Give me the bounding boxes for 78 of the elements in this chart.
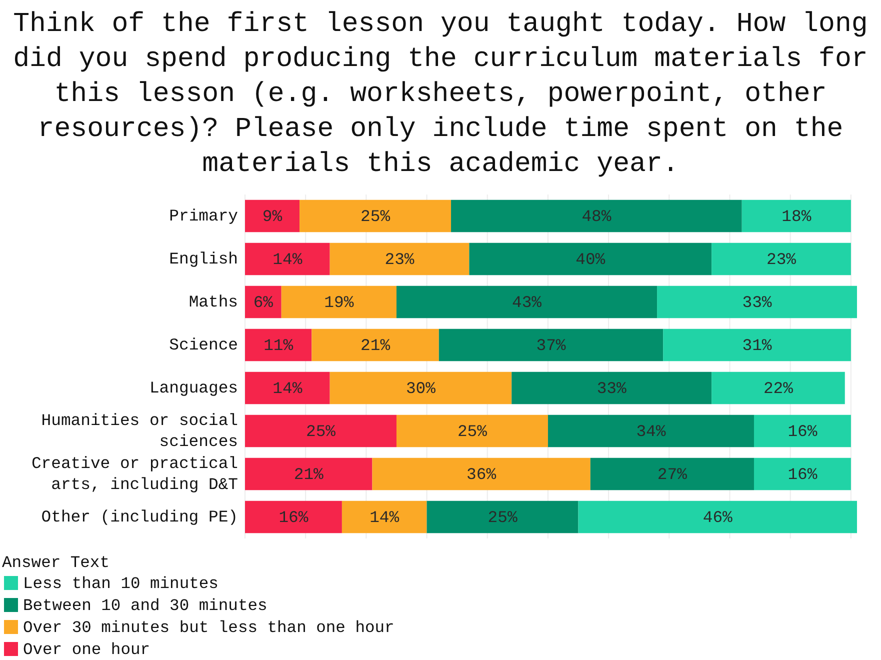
bar: [451, 200, 742, 232]
legend-label: Between 10 and 30 minutes: [23, 596, 268, 614]
data-label: 16%: [788, 422, 818, 440]
y-tick-label: Creative or practical arts, including D&T: [31, 454, 238, 494]
bar: [245, 372, 330, 404]
data-label: 23%: [384, 250, 414, 268]
bar: [590, 458, 754, 490]
data-label: 23%: [766, 250, 796, 268]
legend-label: Over 30 minutes but less than one hour: [23, 618, 394, 636]
bar: [754, 414, 851, 448]
chart-title: Think of the first lesson you taught today. How long did you spend producing the curriculum materials for this lesson (e.g. worksheets, powerpoint, other resources)? Please only include time spent on the materials this academic year.: [13, 8, 868, 180]
data-label: 34%: [636, 422, 666, 440]
data-label: 16%: [278, 508, 308, 526]
data-label: 14%: [272, 250, 302, 268]
legend-title: Answer Text: [2, 552, 110, 572]
bar: [330, 242, 470, 276]
bar: [512, 372, 712, 404]
bar: [578, 500, 857, 534]
bar: [396, 286, 658, 318]
data-label: 21%: [360, 336, 390, 354]
bar: [663, 328, 851, 362]
data-label: 40%: [576, 250, 606, 268]
data-label: 27%: [657, 464, 688, 484]
bar: [426, 500, 578, 534]
bar: [712, 242, 851, 276]
data-label: 46%: [702, 508, 733, 526]
data-label: 25%: [457, 422, 488, 440]
data-label: 21%: [294, 464, 324, 484]
data-label: 14%: [272, 378, 302, 398]
bar: [245, 414, 396, 448]
bar: [245, 328, 312, 362]
bar: [281, 286, 396, 318]
bar: [245, 200, 300, 232]
bar: [245, 500, 342, 534]
data-label: 11%: [264, 336, 294, 354]
y-tick-label: English: [169, 250, 238, 268]
bar: [396, 414, 548, 448]
data-label: 9%: [262, 206, 282, 226]
data-label: 48%: [582, 206, 612, 226]
bar: [469, 242, 712, 276]
legend-label: Over one hour: [23, 640, 150, 658]
y-tick-label: Maths: [188, 292, 238, 312]
data-label: 33%: [742, 292, 772, 312]
y-tick-label: Humanities or social sciences: [41, 411, 238, 451]
y-tick-label: Primary: [169, 206, 238, 226]
bar: [372, 458, 590, 490]
bar: [342, 500, 427, 534]
bar: [754, 458, 851, 490]
data-label: 31%: [742, 336, 772, 354]
y-tick-label: Science: [169, 336, 238, 354]
bar: [657, 286, 857, 318]
y-tick-label: Other (including PE): [41, 508, 238, 526]
data-label: 19%: [324, 292, 354, 312]
data-label: 43%: [512, 292, 542, 312]
data-label: 16%: [788, 464, 818, 484]
bar: [245, 242, 330, 276]
bar: [330, 372, 512, 404]
data-label: 6%: [253, 292, 274, 312]
y-tick-label: Languages: [149, 378, 238, 398]
data-label: 18%: [782, 206, 812, 226]
bar: [742, 200, 851, 232]
bar: [712, 372, 845, 404]
data-label: 30%: [406, 378, 436, 398]
bar: [312, 328, 439, 362]
data-label: 25%: [306, 422, 336, 440]
data-label: 37%: [536, 336, 566, 354]
bar: [438, 328, 664, 362]
bar: [245, 286, 282, 318]
data-label: 25%: [360, 206, 390, 226]
data-label: 22%: [763, 378, 794, 398]
legend-label: Less than 10 minutes: [23, 574, 218, 592]
data-label: 36%: [466, 464, 496, 484]
data-label: 33%: [596, 378, 627, 398]
bar: [300, 200, 452, 232]
bar: [548, 414, 754, 448]
data-label: 25%: [488, 508, 518, 526]
bar: [245, 458, 372, 490]
data-label: 14%: [370, 508, 400, 526]
